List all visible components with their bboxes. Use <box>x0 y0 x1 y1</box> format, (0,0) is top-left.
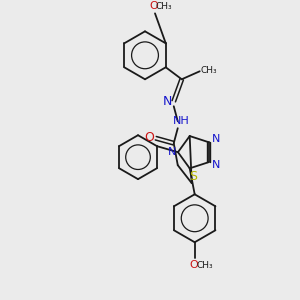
Text: N: N <box>212 134 220 144</box>
Text: O: O <box>189 260 198 270</box>
Text: S: S <box>189 170 197 183</box>
Text: N: N <box>212 160 220 170</box>
Text: N: N <box>163 95 172 108</box>
Text: CH₃: CH₃ <box>156 2 172 11</box>
Text: O: O <box>150 2 158 11</box>
Text: NH: NH <box>173 116 190 126</box>
Text: CH₃: CH₃ <box>200 66 217 75</box>
Text: O: O <box>144 131 154 144</box>
Text: N: N <box>168 147 176 157</box>
Text: CH₃: CH₃ <box>196 261 213 270</box>
